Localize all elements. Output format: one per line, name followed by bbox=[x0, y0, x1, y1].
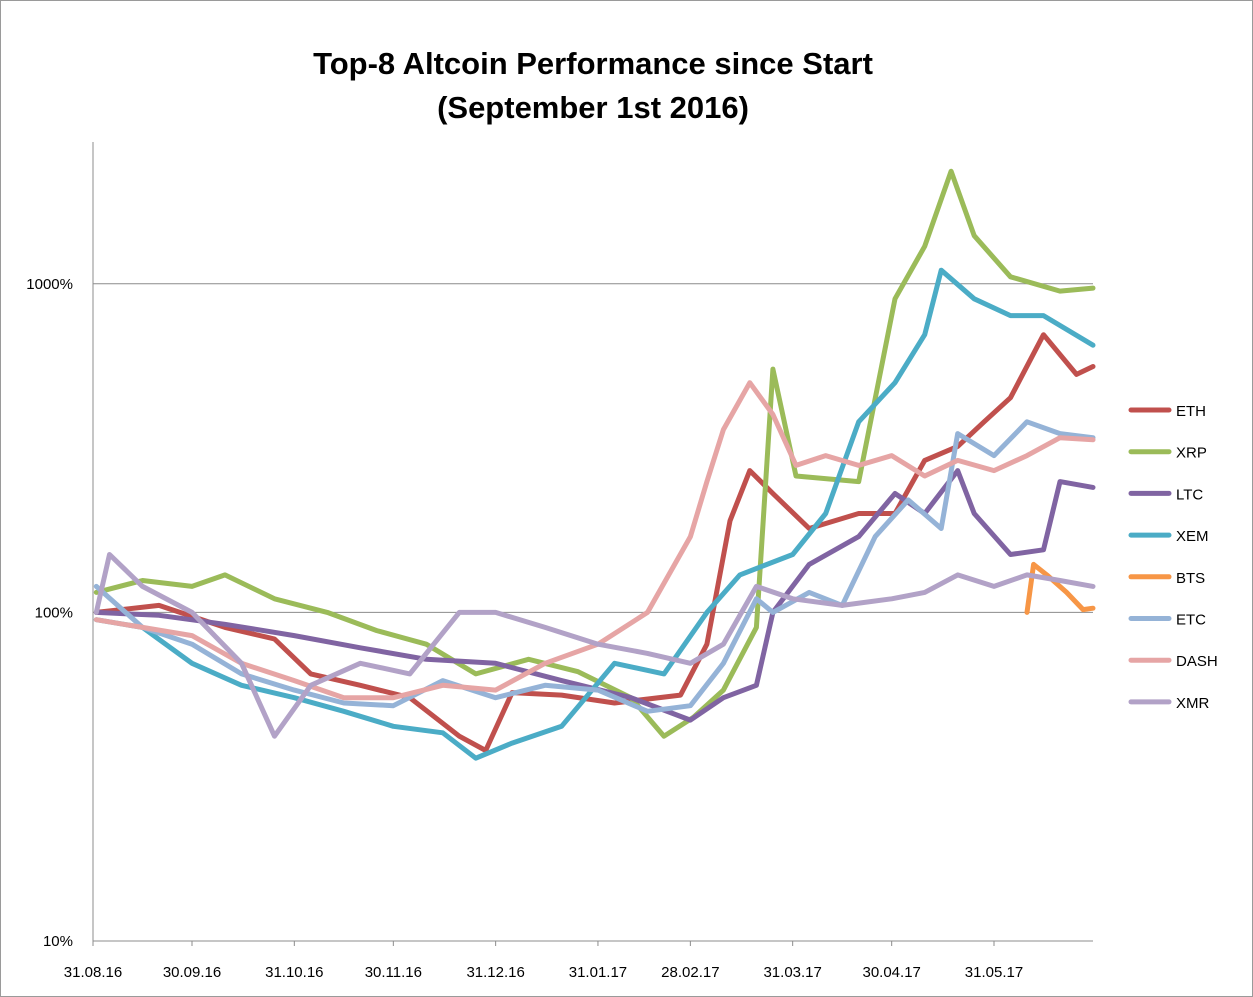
series-line-xmr bbox=[93, 552, 1096, 739]
legend: ETH XRP LTC XEM BTS ETC DASH XMR bbox=[1128, 403, 1218, 712]
legend-label-xmr: XMR bbox=[1176, 695, 1210, 712]
series-line-xem bbox=[93, 267, 1096, 761]
x-tick-label: 30.11.16 bbox=[365, 964, 422, 981]
y-tick-label: 10% bbox=[43, 933, 73, 950]
series-line-bts bbox=[1024, 561, 1096, 615]
x-tick-label: 30.09.16 bbox=[163, 964, 221, 981]
legend-label-ltc: LTC bbox=[1176, 486, 1203, 503]
x-tick-label: 31.01.17 bbox=[569, 964, 627, 981]
legend-label-eth: ETH bbox=[1176, 403, 1206, 420]
y-axis-tick-labels: 10% 100% 1000% bbox=[26, 276, 73, 950]
legend-label-etc: ETC bbox=[1176, 612, 1206, 629]
chart-title-line-2: (September 1st 2016) bbox=[437, 90, 749, 125]
series-line-ltc bbox=[93, 468, 1096, 723]
chart-title-line-1: Top-8 Altcoin Performance since Start bbox=[313, 46, 873, 81]
y-tick-label: 100% bbox=[35, 604, 73, 621]
x-axis-tick-labels: 31.08.16 30.09.16 31.10.16 30.11.16 31.12.16… bbox=[64, 941, 1023, 981]
legend-label-bts: BTS bbox=[1176, 570, 1205, 587]
legend-label-xem: XEM bbox=[1176, 528, 1209, 545]
x-tick-label: 31.05.17 bbox=[965, 964, 1023, 981]
series-lines bbox=[93, 168, 1096, 761]
x-tick-label: 30.04.17 bbox=[862, 964, 920, 981]
gridlines bbox=[93, 283, 1093, 613]
x-tick-label: 31.10.16 bbox=[265, 964, 323, 981]
y-tick-label: 1000% bbox=[26, 276, 73, 293]
x-tick-label: 31.08.16 bbox=[64, 964, 122, 981]
axes bbox=[92, 142, 1093, 942]
x-tick-label: 28.02.17 bbox=[661, 964, 719, 981]
legend-label-xrp: XRP bbox=[1176, 445, 1207, 462]
series-line-etc bbox=[93, 419, 1096, 714]
series-line-dash bbox=[93, 380, 1096, 701]
legend-label-dash: DASH bbox=[1176, 653, 1218, 670]
x-tick-label: 31.03.17 bbox=[763, 964, 821, 981]
x-tick-label: 31.12.16 bbox=[466, 964, 524, 981]
series-line-xrp bbox=[93, 168, 1096, 739]
